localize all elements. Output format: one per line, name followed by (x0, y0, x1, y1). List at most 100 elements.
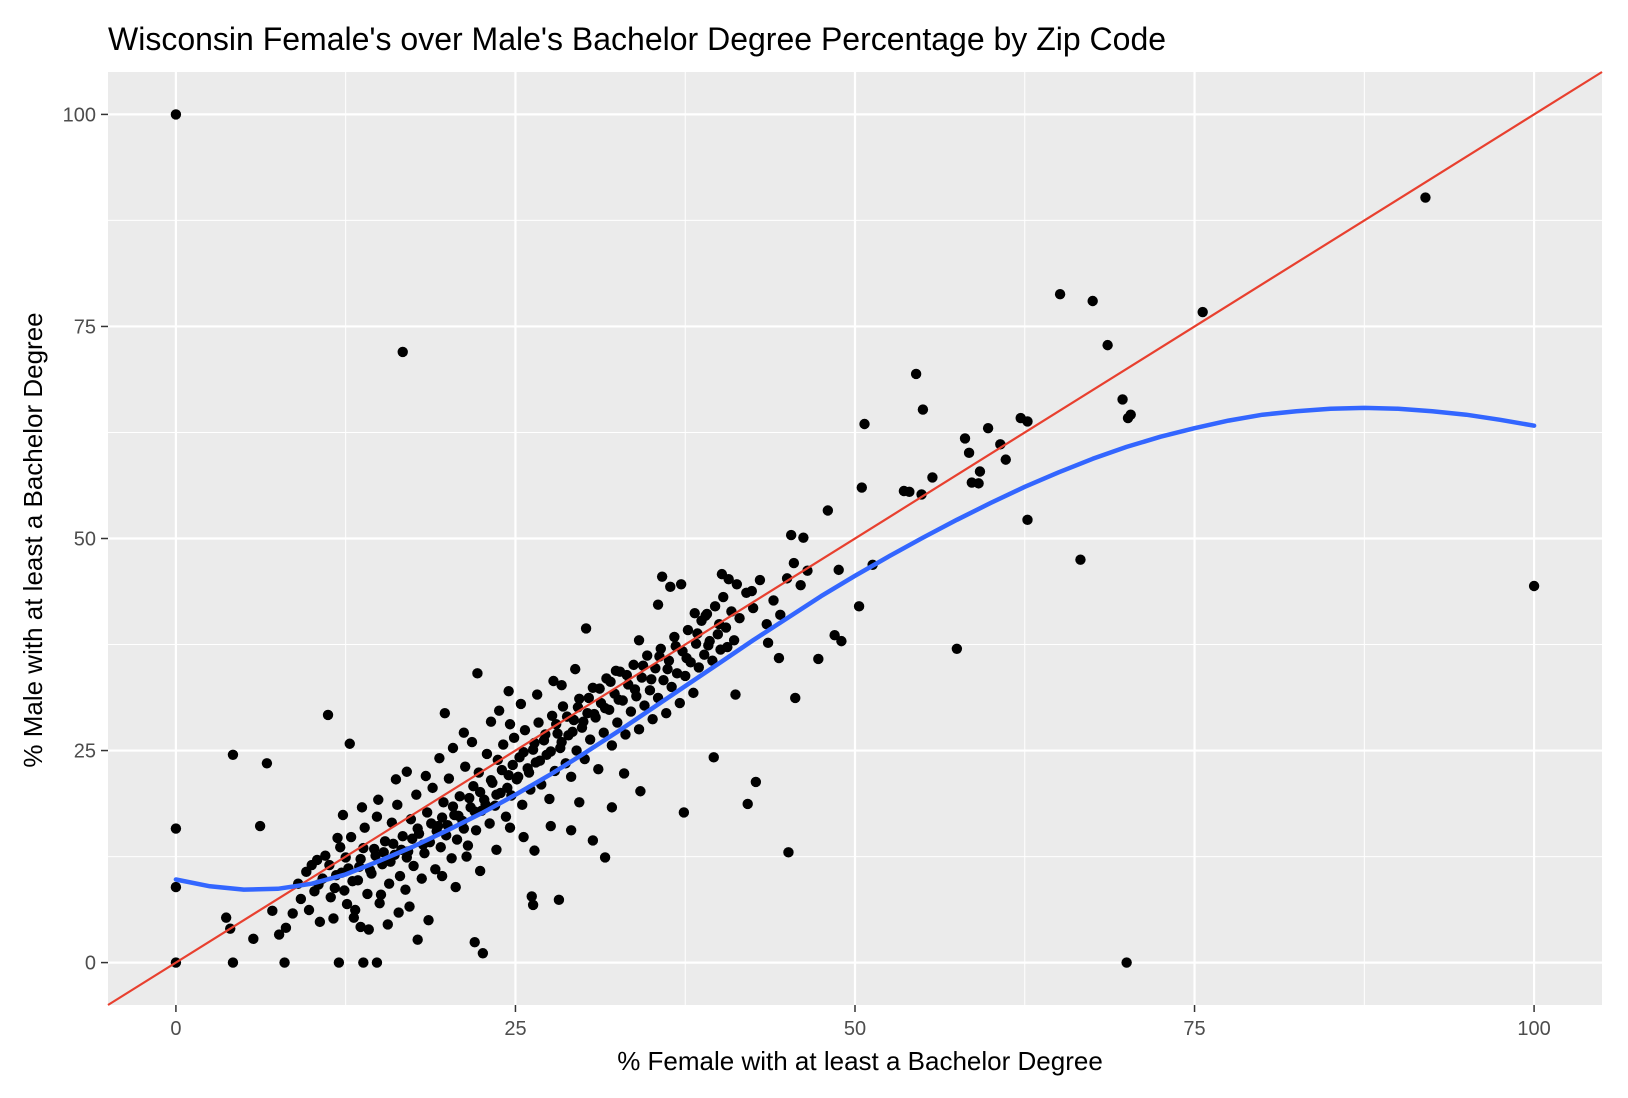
data-point (625, 706, 637, 717)
data-point (411, 789, 422, 800)
identity-line (107, 71, 1603, 1006)
data-point (339, 885, 350, 896)
data-point (613, 694, 624, 705)
y-axis-label: % Male with at least a Bachelor Degree (18, 312, 48, 767)
data-point (450, 881, 461, 893)
data-point (461, 851, 472, 862)
data-point (438, 797, 449, 808)
data-point (220, 912, 232, 923)
data-point (373, 794, 384, 805)
y-tick-label: 0 (85, 953, 96, 975)
data-point (567, 726, 578, 738)
data-point (553, 894, 565, 906)
data-point (1117, 394, 1128, 405)
data-point (661, 708, 672, 719)
data-point (910, 368, 922, 380)
data-point (790, 692, 801, 704)
data-point (170, 881, 182, 893)
data-point (798, 532, 809, 543)
data-point (447, 742, 459, 754)
data-point (829, 629, 840, 641)
data-point (674, 697, 685, 709)
data-point (366, 868, 377, 879)
data-point (646, 674, 657, 685)
data-point (593, 764, 604, 775)
data-point (728, 635, 740, 646)
data-point (375, 889, 387, 900)
data-point (678, 807, 690, 818)
data-point (371, 811, 383, 822)
data-point (484, 818, 495, 829)
data-point (583, 692, 594, 704)
data-point (329, 882, 341, 894)
data-point (470, 825, 482, 836)
data-point (546, 710, 558, 721)
data-point (783, 847, 794, 858)
data-point (400, 884, 411, 895)
data-point (388, 838, 399, 850)
x-tick-label: 50 (844, 1018, 866, 1040)
data-point (612, 717, 623, 728)
y-tick-label: 50 (74, 529, 96, 551)
data-point (481, 748, 493, 760)
data-point (574, 693, 585, 705)
data-point (959, 433, 971, 444)
data-point (544, 793, 555, 805)
data-point (747, 602, 759, 614)
data-point (493, 705, 505, 716)
data-point (742, 798, 753, 810)
data-point (314, 916, 326, 928)
data-point (485, 716, 497, 727)
data-point (359, 822, 370, 833)
data-point (599, 702, 611, 714)
data-point (621, 669, 633, 681)
data-point (356, 802, 368, 813)
data-point (458, 727, 470, 738)
data-point (853, 601, 865, 612)
data-point (656, 571, 668, 582)
data-point (963, 447, 975, 459)
data-point (394, 870, 406, 882)
data-point (435, 842, 446, 853)
data-point (397, 346, 408, 358)
data-point (669, 631, 680, 643)
data-point (421, 807, 433, 818)
data-point (295, 893, 307, 905)
data-point (279, 957, 290, 968)
data-point (392, 799, 403, 811)
data-point (722, 641, 733, 653)
y-tick-label: 75 (74, 316, 96, 338)
x-tick-label: 25 (504, 1018, 526, 1040)
data-point (491, 789, 502, 800)
data-point (227, 749, 239, 760)
data-point (693, 662, 705, 673)
data-point (412, 823, 423, 834)
data-point (347, 875, 358, 887)
data-point (468, 780, 479, 792)
data-point (504, 719, 516, 730)
data-point (1075, 554, 1086, 565)
data-point (333, 957, 345, 968)
data-point (466, 736, 478, 748)
data-point (556, 680, 567, 691)
data-point (1000, 454, 1011, 465)
data-point (496, 764, 508, 776)
data-point (620, 729, 631, 740)
data-point (1121, 957, 1132, 968)
data-point (529, 845, 540, 856)
x-tick-label: 0 (170, 1018, 181, 1040)
data-point (1022, 514, 1033, 526)
data-point (633, 724, 645, 735)
data-point (498, 739, 509, 750)
data-point (574, 797, 585, 808)
chart-title: Wisconsin Female's over Male's Bachelor … (108, 21, 1166, 57)
data-point (518, 831, 529, 843)
data-point (382, 919, 393, 930)
data-point (635, 786, 646, 797)
data-point (469, 937, 480, 948)
data-point (328, 913, 339, 924)
data-point (636, 672, 647, 683)
data-point (545, 820, 556, 832)
data-point (731, 579, 743, 590)
